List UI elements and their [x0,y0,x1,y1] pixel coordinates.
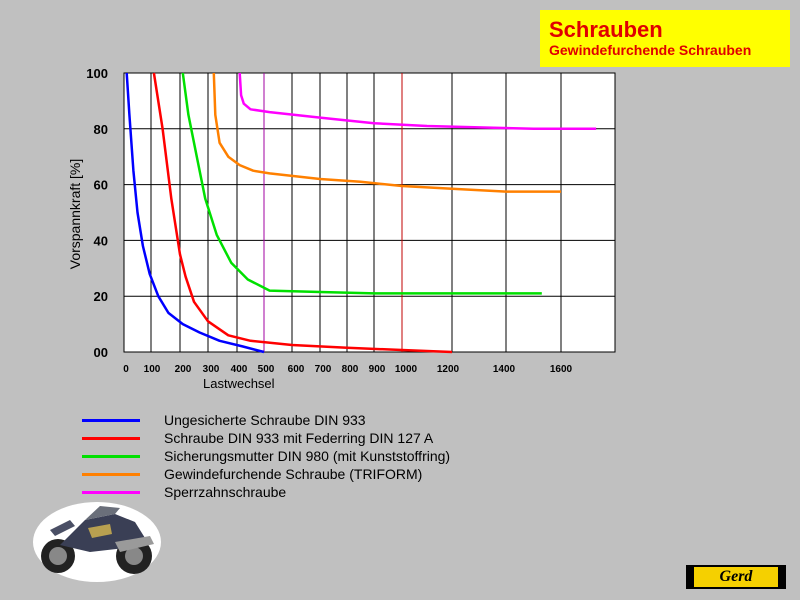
y-axis-label: Vorspannkraft [%] [67,159,83,270]
legend-label: Ungesicherte Schraube DIN 933 [164,412,366,428]
x-tick-label: 400 [231,364,248,375]
legend-swatch [82,473,140,476]
legend-swatch [82,455,140,458]
legend-label: Sperrzahnschraube [164,484,287,500]
x-tick-label: 600 [288,364,305,375]
x-tick-label: 1600 [550,364,573,375]
series-line [181,72,542,295]
x-tick-label: 1200 [437,364,460,375]
legend-swatch [82,419,140,422]
y-tick-label: 00 [94,345,108,360]
series-line [212,72,561,193]
y-tick-label: 80 [94,122,108,137]
x-tick-label: 1400 [493,364,516,375]
y-tick-label: 60 [94,178,108,193]
x-tick-label: 200 [175,364,192,375]
y-tick-label: 20 [94,289,108,304]
x-tick-label: 300 [203,364,220,375]
legend-item: Sicherungsmutter DIN 980 (mit Kunststoff… [82,448,542,466]
series-line [125,72,265,354]
title-box: Schrauben Gewindefurchende Schrauben [540,10,790,67]
motorcycle-image [33,502,161,582]
series-line [152,72,453,354]
legend-swatch [82,491,140,494]
legend-item: Gewindefurchende Schraube (TRIFORM) [82,466,542,484]
y-tick-label: 100 [86,66,108,81]
legend-label: Schraube DIN 933 mit Federring DIN 127 A [164,430,434,446]
brand-logo-text: Gerd [694,567,778,587]
x-tick-label: 700 [315,364,332,375]
x-tick-label: 0 [123,364,129,375]
legend-item: Sperrzahnschraube [82,484,542,502]
y-tick-label: 40 [94,233,108,248]
x-tick-label: 1000 [395,364,418,375]
x-tick-label: 100 [144,364,161,375]
legend-item: Ungesicherte Schraube DIN 933 [82,412,542,430]
series-line [238,72,597,131]
legend-item: Schraube DIN 933 mit Federring DIN 127 A [82,430,542,448]
page-title: Schrauben [549,17,663,42]
brand-logo: Gerd [686,565,786,589]
legend-swatch [82,437,140,440]
legend-label: Sicherungsmutter DIN 980 (mit Kunststoff… [164,448,451,464]
x-tick-label: 500 [258,364,275,375]
x-tick-label: 800 [342,364,359,375]
plot-area [123,72,616,353]
x-tick-label: 900 [369,364,386,375]
legend-label: Gewindefurchende Schraube (TRIFORM) [164,466,423,482]
page-subtitle: Gewindefurchende Schrauben [549,42,752,58]
x-axis-label: Lastwechsel [203,376,275,391]
